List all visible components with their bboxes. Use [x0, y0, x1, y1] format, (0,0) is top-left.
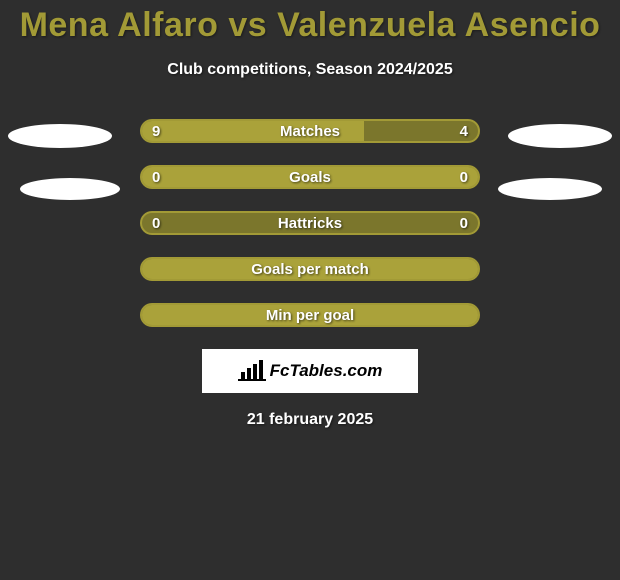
stat-label: Min per goal [142, 305, 478, 325]
bar-track: Goals per match [140, 257, 480, 281]
stat-label: Hattricks [142, 213, 478, 233]
page-subtitle: Club competitions, Season 2024/2025 [0, 61, 620, 79]
comparison-row: 9 Matches 4 [0, 119, 620, 145]
page-title: Mena Alfaro vs Valenzuela Asencio [0, 0, 620, 45]
value-right: 4 [460, 121, 468, 141]
value-right: 0 [460, 213, 468, 233]
bar-track: 9 Matches 4 [140, 119, 480, 143]
logo-box: FcTables.com [202, 349, 418, 393]
bar-track: 0 Goals 0 [140, 165, 480, 189]
comparison-row: Min per goal [0, 303, 620, 329]
stat-label: Goals [142, 167, 478, 187]
comparison-row: 0 Goals 0 [0, 165, 620, 191]
stat-label: Goals per match [142, 259, 478, 279]
logo-text: FcTables.com [270, 361, 383, 381]
bar-track: Min per goal [140, 303, 480, 327]
bar-chart-icon [238, 360, 266, 382]
comparison-row: 0 Hattricks 0 [0, 211, 620, 237]
stat-label: Matches [142, 121, 478, 141]
date-label: 21 february 2025 [0, 411, 620, 429]
comparison-row: Goals per match [0, 257, 620, 283]
bar-track: 0 Hattricks 0 [140, 211, 480, 235]
value-right: 0 [460, 167, 468, 187]
comparison-rows: 9 Matches 4 0 Goals 0 0 Hattricks 0 Goal… [0, 119, 620, 329]
